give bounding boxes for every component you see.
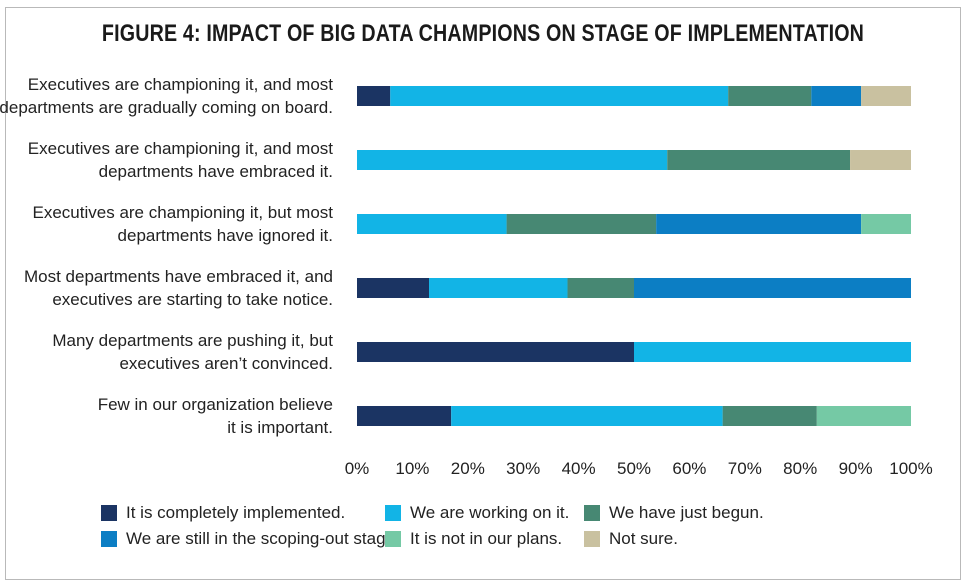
bar-segment (667, 150, 851, 170)
category-label-line: it is important. (227, 418, 333, 437)
legend-item: We are still in the scoping-out stage. (101, 529, 400, 549)
bar-segment (728, 86, 812, 106)
bar-segment (722, 406, 817, 426)
x-tick-label: 60% (672, 459, 706, 478)
x-tick-label: 30% (506, 459, 540, 478)
x-tick-label: 0% (345, 459, 370, 478)
bar-segment (861, 86, 911, 106)
category-label-line: departments have ignored it. (118, 226, 333, 245)
bar-segment (451, 406, 723, 426)
bar-segment (567, 278, 634, 298)
category-label: Many departments are pushing it, but exec… (52, 331, 333, 373)
legend-swatch (101, 505, 117, 521)
legend-item: We have just begun. (584, 503, 764, 523)
bar-segment (357, 150, 668, 170)
category-label-line: Most departments have embraced it, and (24, 267, 333, 286)
bar-segment (357, 406, 452, 426)
bar-segment (861, 214, 911, 234)
x-tick-label: 20% (451, 459, 485, 478)
legend-label: We are still in the scoping-out stage. (126, 529, 400, 548)
legend-swatch (385, 505, 401, 521)
category-label-line: Few in our organization believe (98, 395, 333, 414)
category-label-line: Many departments are pushing it, but (52, 331, 333, 350)
chart-title: FIGURE 4: IMPACT OF BIG DATA CHAMPIONS O… (101, 20, 865, 47)
legend-item: Not sure. (584, 529, 678, 549)
legend-label: It is completely implemented. (126, 503, 346, 522)
legend-swatch (584, 531, 600, 547)
category-label-line: executives are starting to take notice. (52, 290, 333, 309)
bar-segment (429, 278, 568, 298)
bar-segment (850, 150, 911, 170)
category-label-line: departments are gradually coming on boar… (0, 98, 333, 117)
legend-label: We are working on it. (410, 503, 570, 522)
legend-item: We are working on it. (385, 503, 569, 523)
category-label-line: executives aren’t convinced. (119, 354, 333, 373)
bar-segment (634, 342, 911, 362)
category-label: Executives are championing it, and most d… (28, 139, 333, 181)
x-tick-label: 80% (783, 459, 817, 478)
category-label: Executives are championing it, but most d… (33, 203, 334, 245)
bar-segment (357, 342, 634, 362)
legend-label: Not sure. (609, 529, 678, 548)
x-tick-label: 40% (562, 459, 596, 478)
bar-segment (656, 214, 862, 234)
category-label-line: departments have embraced it. (99, 162, 333, 181)
legend-item: It is completely implemented. (101, 503, 345, 523)
x-tick-label: 90% (839, 459, 873, 478)
category-label: Few in our organization believe it is imp… (98, 395, 333, 437)
bar-segment (357, 86, 391, 106)
legend-swatch (584, 505, 600, 521)
bar-segment (390, 86, 729, 106)
bar-segment (634, 278, 911, 298)
legend-label: It is not in our plans. (410, 529, 563, 548)
legend-item: It is not in our plans. (385, 529, 562, 549)
bar-segment (816, 406, 911, 426)
category-label: Executives are championing it, and most d… (0, 75, 333, 117)
x-tick-label: 10% (395, 459, 429, 478)
x-tick-label: 70% (728, 459, 762, 478)
category-label-line: Executives are championing it, and most (28, 75, 333, 94)
bar-segment (357, 214, 507, 234)
x-tick-label: 100% (889, 459, 932, 478)
legend-swatch (101, 531, 117, 547)
legend-swatch (385, 531, 401, 547)
bar-segment (357, 278, 430, 298)
x-tick-label: 50% (617, 459, 651, 478)
legend-label: We have just begun. (609, 503, 764, 522)
category-label-line: Executives are championing it, but most (33, 203, 334, 222)
bar-segment (811, 86, 862, 106)
category-label-line: Executives are championing it, and most (28, 139, 333, 158)
figure-frame (5, 7, 961, 580)
category-label: Most departments have embraced it, and ex… (24, 267, 333, 309)
bar-segment (506, 214, 657, 234)
